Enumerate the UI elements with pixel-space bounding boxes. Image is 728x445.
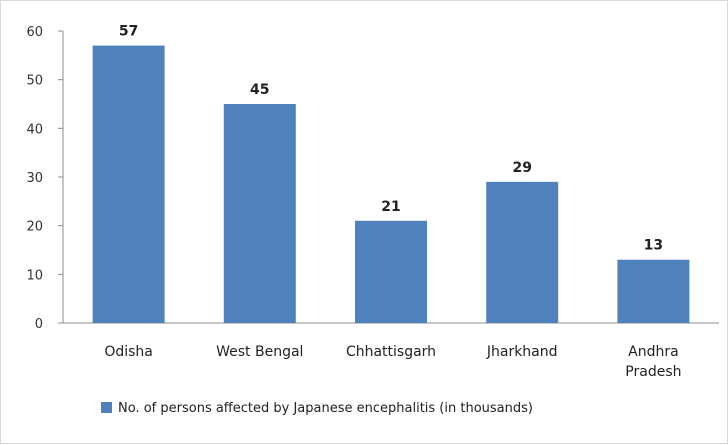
bar-value-label: 45 bbox=[250, 82, 269, 98]
bar bbox=[486, 181, 559, 323]
bar-value-label: 13 bbox=[644, 238, 663, 254]
y-tick-label: 0 bbox=[35, 317, 43, 332]
y-tick-label: 30 bbox=[26, 171, 43, 186]
x-category-label: Odisha bbox=[104, 344, 153, 360]
x-category-label: Chhattisgarh bbox=[346, 344, 436, 360]
bar bbox=[355, 220, 427, 323]
x-category-label: Andhra bbox=[628, 344, 679, 360]
bar bbox=[617, 259, 690, 323]
x-category-label: West Bengal bbox=[216, 344, 303, 360]
y-tick-label: 40 bbox=[26, 122, 43, 137]
x-category-label: Pradesh bbox=[625, 364, 681, 380]
bar-value-label: 29 bbox=[512, 160, 531, 176]
legend-label: No. of persons affected by Japanese ence… bbox=[118, 401, 533, 416]
legend-swatch bbox=[101, 402, 112, 413]
bar bbox=[223, 104, 296, 323]
bar-value-label: 57 bbox=[119, 24, 138, 40]
y-tick-label: 20 bbox=[26, 220, 43, 235]
y-tick-label: 10 bbox=[26, 268, 43, 283]
bar bbox=[92, 45, 165, 323]
y-tick-label: 50 bbox=[26, 74, 43, 89]
bar-value-label: 21 bbox=[381, 199, 400, 215]
y-tick-label: 60 bbox=[26, 25, 43, 40]
x-category-label: Jharkhand bbox=[486, 344, 558, 360]
